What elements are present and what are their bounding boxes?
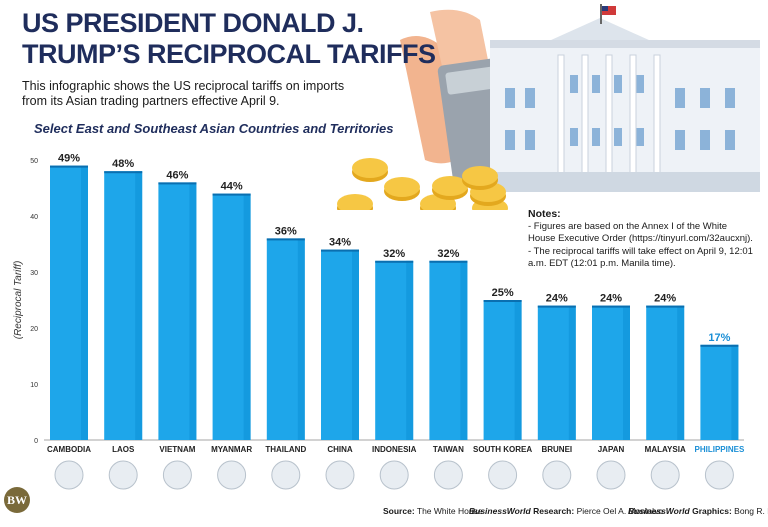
footer-research: BusinessWorld Research: Pierce Oel A. Mo…: [469, 506, 664, 516]
category-label: THAILAND: [265, 445, 306, 454]
bar-shade: [81, 165, 88, 440]
flag-icon: [108, 460, 138, 490]
page-title: US PRESIDENT DONALD J. TRUMP’S RECIPROCA…: [22, 8, 436, 69]
bar-cap: [158, 182, 197, 185]
bar-shade: [189, 182, 197, 440]
flag-icon: [162, 460, 192, 490]
bar-shade: [406, 260, 414, 440]
bar-cap: [212, 193, 251, 196]
flag-icon: [704, 460, 734, 490]
value-label: 34%: [329, 237, 351, 249]
bar-cap: [592, 305, 630, 308]
category-label: TAIWAN: [433, 445, 464, 454]
x-axis-labels: CAMBODIA LAOS VIETNAM MYANMAR THAILAND CHINA I…: [47, 445, 745, 454]
bar-cap: [375, 260, 414, 263]
y-tick-label: 10: [30, 382, 38, 389]
flag-icon: [650, 460, 680, 490]
bar-cap: [321, 249, 359, 252]
flag-icon: [379, 460, 409, 490]
y-tick-label: 40: [30, 214, 38, 221]
value-label: 46%: [166, 169, 188, 181]
category-label: JAPAN: [598, 445, 625, 454]
bar-shade: [677, 305, 685, 440]
flag-icon: [217, 460, 247, 490]
value-label: 17%: [708, 332, 730, 344]
flag-icon: [54, 460, 84, 490]
y-tick-label: 0: [34, 438, 38, 445]
bar-shade: [623, 305, 630, 440]
y-tick-label: 20: [30, 326, 38, 333]
bar-cap: [429, 260, 468, 263]
bar-cap: [104, 171, 143, 174]
bar-cap: [646, 305, 685, 308]
value-label: 48%: [112, 158, 134, 170]
value-label: 49%: [58, 153, 80, 165]
value-label: 32%: [437, 248, 459, 260]
bar-shade: [352, 249, 359, 440]
flag-icon: [488, 460, 518, 490]
value-label: 24%: [600, 293, 622, 305]
category-label: BRUNEI: [541, 445, 572, 454]
bar-shade: [568, 305, 576, 440]
bar-shade: [135, 171, 143, 440]
bar-shade: [514, 300, 522, 440]
notes-box: Notes: - Figures are based on the Annex …: [524, 206, 760, 273]
flags: [54, 460, 734, 490]
white-house-illustration: [330, 0, 768, 222]
bar-cap: [700, 344, 739, 347]
flag-icon: [542, 460, 572, 490]
notes-heading: Notes:: [528, 208, 561, 220]
value-label: 24%: [546, 293, 568, 305]
bar-shade: [297, 238, 305, 440]
bar-cap: [483, 300, 522, 302]
category-label: CHINA: [327, 445, 353, 454]
y-tick-label: 30: [30, 270, 38, 277]
flag-icon: [325, 460, 355, 490]
bar-shade: [243, 193, 251, 440]
y-axis-label: (Reciprocal Tariff): [13, 261, 24, 340]
category-label: PHILIPPINES: [695, 445, 745, 454]
subtitle: This infographic shows the US reciprocal…: [22, 79, 345, 108]
bars: [50, 165, 739, 440]
value-label: 24%: [654, 293, 676, 305]
value-labels: 49% 48% 46% 44% 36% 34% 32% 32% 25% 24% 24% 24% 17%: [58, 153, 731, 344]
value-label: 25%: [492, 287, 514, 299]
category-label: LAOS: [112, 445, 135, 454]
chart-title: Select East and Southeast Asian Countrie…: [34, 121, 394, 136]
bar-shade: [460, 260, 468, 440]
category-label: SOUTH KOREA: [473, 445, 532, 454]
value-label: 44%: [221, 181, 243, 193]
notes-item: - Figures are based on the Annex I of th…: [528, 220, 753, 245]
value-label: 32%: [383, 248, 405, 260]
value-label: 36%: [275, 225, 297, 237]
bar-shade: [731, 344, 739, 440]
bar-cap: [537, 305, 576, 308]
businessworld-logo: BW: [4, 487, 30, 513]
footer-graphics: BusinessWorld Graphics: Bong R. Fortin: [628, 506, 768, 516]
category-label: MALAYSIA: [645, 445, 686, 454]
flag-icon: [433, 460, 463, 490]
bar-cap: [266, 238, 305, 241]
category-label: MYANMAR: [211, 445, 252, 454]
flag-icon: [596, 460, 626, 490]
footer: Source: The White House BusinessWorld Re…: [0, 498, 768, 527]
flag-icon: [271, 460, 301, 490]
y-tick-label: 50: [30, 158, 38, 165]
category-label: CAMBODIA: [47, 445, 91, 454]
bar-chart: 0 10 20 30 40 50 (Reciprocal Tariff) 49% 48% 46…: [13, 153, 745, 490]
bar-cap: [50, 165, 88, 168]
footer-source: Source: The White House: [383, 506, 483, 516]
category-label: INDONESIA: [372, 445, 417, 454]
category-label: VIETNAM: [159, 445, 195, 454]
notes-item: - The reciprocal tariffs will take effec…: [528, 245, 753, 270]
